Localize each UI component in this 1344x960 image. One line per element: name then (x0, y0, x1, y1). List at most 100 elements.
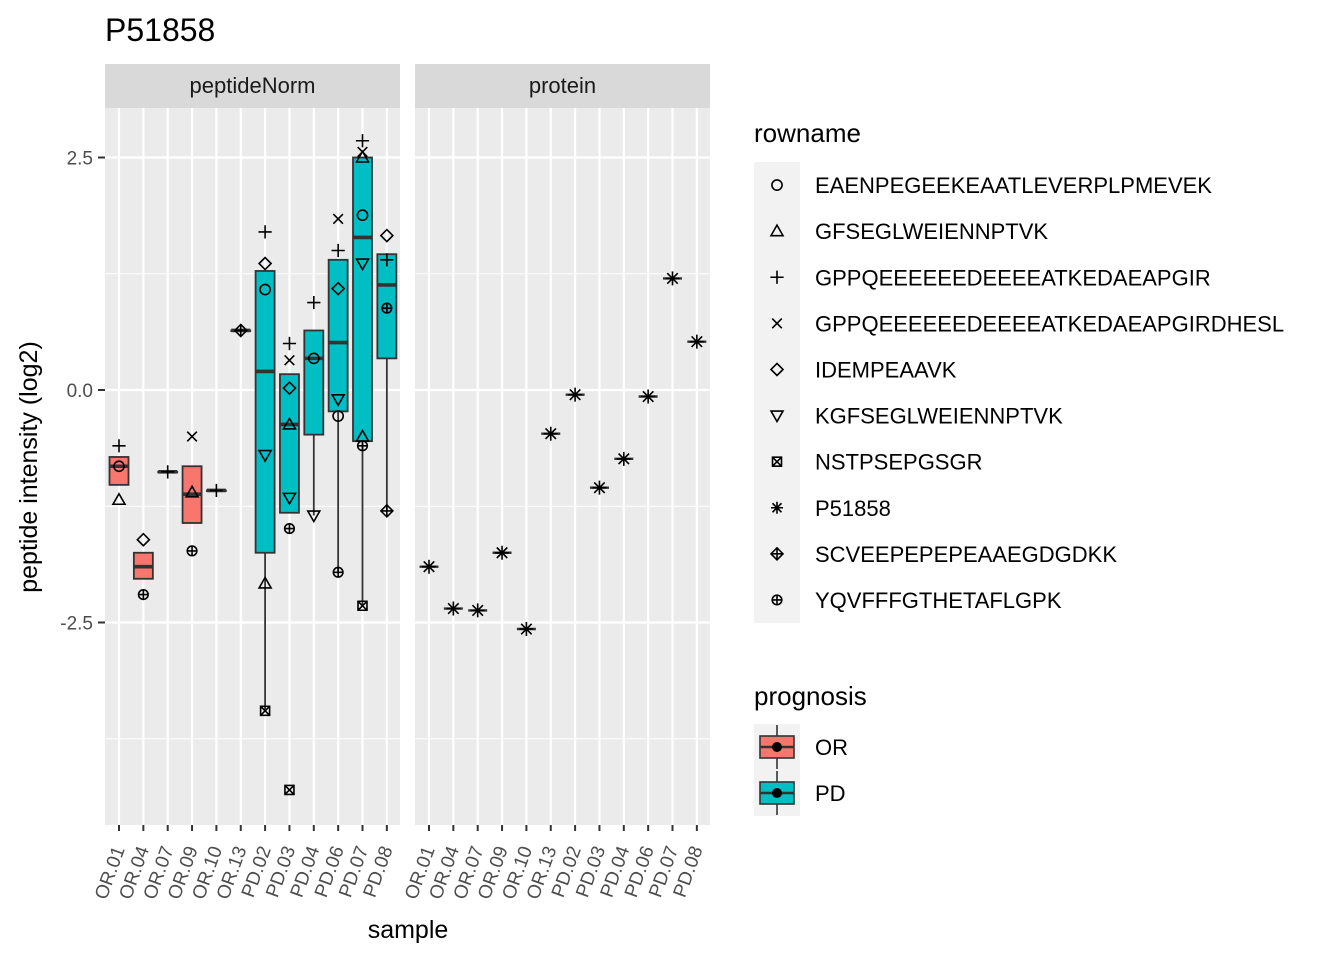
legend-key-asterisk-icon (771, 501, 783, 514)
data-point-circle (113, 460, 125, 473)
panel-background (415, 108, 710, 825)
data-point-circle-plus (137, 588, 149, 601)
panel-peptideNorm: peptideNorm (105, 64, 400, 825)
y-tick-label: -2.5 (60, 614, 93, 635)
legend-key-diamond-icon (769, 362, 785, 377)
data-point-plus (380, 253, 394, 267)
data-point-plus (282, 336, 297, 351)
x-axis: OR.01OR.04OR.07OR.09OR.10OR.13PD.02PD.03… (91, 825, 708, 902)
data-point-plus (258, 225, 272, 239)
data-point-plus (331, 243, 345, 258)
strip-protein (415, 64, 710, 108)
protein-point (592, 480, 607, 495)
legend-key-box-icon (759, 725, 795, 769)
legend-key-diamond-plus-icon (769, 546, 785, 561)
data-point-diamond-plus (379, 503, 394, 519)
legend-key-cross-icon (771, 317, 783, 329)
data-point-triangle-down (330, 393, 346, 407)
data-point-cross (284, 354, 295, 366)
data-point-diamond (282, 381, 297, 396)
legend-label: NSTPSEPGSGR (815, 450, 982, 475)
data-point-square-x (357, 600, 368, 612)
box-body (254, 270, 276, 554)
data-point-square-x (284, 784, 295, 796)
data-point-circle (356, 209, 369, 222)
data-point-square-x (259, 705, 271, 717)
data-point-circle-plus (332, 566, 344, 578)
y-tick-label: 0.0 (67, 381, 93, 402)
box-body (279, 373, 300, 514)
data-point-diamond-plus (233, 323, 248, 338)
data-point-circle-plus (356, 440, 369, 452)
protein-point (519, 622, 534, 637)
legend-label: GPPQEEEEEEDEEEEATKEDAEAPGIR (815, 265, 1211, 290)
chart-title: P51858 (105, 12, 215, 48)
data-point-circle (307, 352, 320, 365)
legend-label: P51858 (815, 496, 891, 521)
data-point-circle-plus (381, 302, 393, 314)
data-point-triangle-down (355, 258, 370, 272)
legend-key-background (754, 162, 800, 623)
legend-rowname: rowname EAENPEGEEKEAATLEVERPLPMEVEK GFSEG… (754, 118, 1284, 623)
legend-label: IDEMPEAAVK (815, 357, 957, 382)
legend-label: GPPQEEEEEEDEEEEATKEDAEAPGIRDHESL (815, 311, 1284, 336)
box-body (352, 156, 373, 443)
data-point-circle (259, 283, 272, 296)
data-point-triangle-down (282, 492, 297, 506)
protein-point (495, 545, 510, 560)
data-point-triangle (111, 492, 127, 506)
protein-point (568, 387, 583, 402)
data-point-triangle (184, 484, 200, 498)
protein-point (543, 426, 558, 441)
protein-point (689, 334, 704, 349)
legend-label: OR (815, 735, 848, 760)
legend-key-triangle-icon (769, 223, 785, 237)
data-point-circle (332, 410, 345, 422)
data-point-triangle-down (306, 510, 322, 524)
y-axis: 2.5 0.0 -2.5 (60, 149, 105, 635)
legend-rowname-title: rowname (754, 118, 861, 148)
data-point-cross (186, 431, 198, 442)
legend-label: SCVEEPEPEPEAAEGDGDKK (815, 542, 1117, 567)
y-axis-title: peptide intensity (log2) (15, 341, 43, 593)
data-point-triangle (355, 149, 370, 163)
legend-key-square-x-icon (771, 456, 783, 467)
legend-label: PD (815, 781, 846, 806)
legend-key-box-icon (759, 771, 795, 815)
strip-label-peptideNorm: peptideNorm (190, 73, 316, 98)
data-point-plus (355, 134, 370, 148)
panel-background (105, 108, 400, 825)
strip-peptideNorm (105, 64, 400, 108)
legend-prognosis-title: prognosis (754, 681, 867, 711)
protein-point (446, 601, 461, 616)
legend-key-triangle-down-icon (769, 410, 785, 424)
protein-point (422, 559, 436, 574)
box-PD.02 (254, 270, 276, 711)
box-OR.04 (132, 551, 154, 580)
data-point-plus (161, 465, 175, 479)
data-point-triangle (257, 575, 273, 589)
strip-label-protein: protein (529, 73, 596, 98)
data-point-diamond (331, 281, 346, 296)
legend-key-plus-icon (770, 270, 784, 284)
data-point-cross (332, 213, 344, 225)
legend-label: YQVFFFGTHETAFLGPK (815, 588, 1062, 613)
legend-label: EAENPEGEEKEAATLEVERPLPMEVEK (815, 173, 1212, 198)
legend-prognosis: prognosis OR PD (754, 681, 867, 816)
data-point-plus (209, 483, 223, 498)
data-point-plus (112, 439, 126, 453)
data-point-circle-plus (283, 522, 296, 535)
legend-key-circle-plus-icon (771, 594, 783, 606)
legend-key-circle-icon (771, 179, 783, 191)
box-body (303, 329, 325, 436)
y-tick-label: 2.5 (67, 149, 93, 170)
legend-label: KGFSEGLWEIENNPTVK (815, 404, 1063, 429)
data-point-triangle (282, 416, 297, 430)
x-axis-title: sample (368, 916, 449, 944)
protein-point (641, 389, 656, 404)
data-point-diamond (379, 228, 394, 243)
protein-point (665, 271, 680, 286)
legend-label: GFSEGLWEIENNPTVK (815, 219, 1048, 244)
panel-protein: protein (415, 64, 710, 825)
